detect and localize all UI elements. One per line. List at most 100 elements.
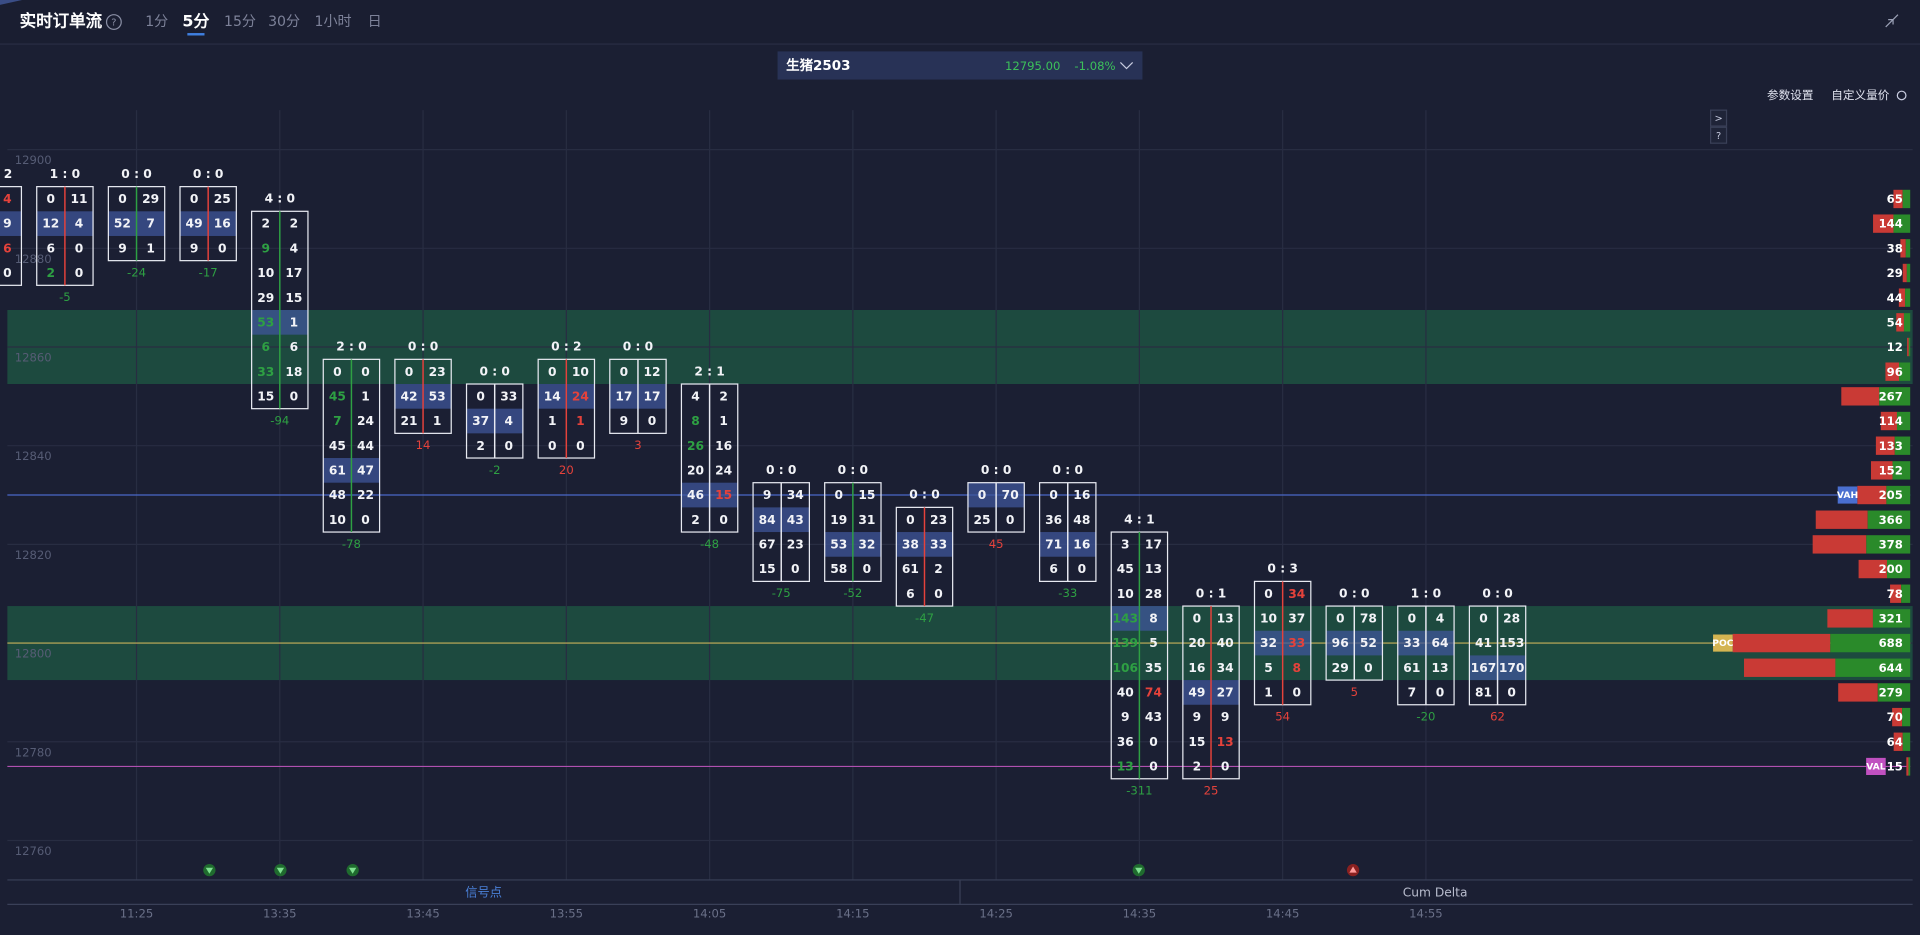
nav-label[interactable]: ? xyxy=(1716,131,1721,142)
footprint-candle: 0 33 37 4 2 0 0 : 0 -2 xyxy=(465,364,524,477)
interval-tab[interactable]: 1小时 xyxy=(315,14,352,30)
interval-tab[interactable]: 15分 xyxy=(224,14,256,30)
y-tick-label: 12840 xyxy=(15,449,52,463)
bid-volume: 4 xyxy=(691,389,700,403)
profile-value: 152 xyxy=(1879,463,1903,477)
ask-volume: 16 xyxy=(1073,537,1090,551)
candle-header: 4 : 0 xyxy=(265,192,295,206)
ask-volume: 13 xyxy=(1145,562,1162,576)
bid-volume: 0 xyxy=(118,192,127,206)
ask-volume: 0 xyxy=(1006,513,1015,527)
profile-value: 96 xyxy=(1887,365,1903,379)
nav-button[interactable] xyxy=(1710,126,1728,144)
bid-volume: 53 xyxy=(830,537,847,551)
profile-value: 12 xyxy=(1887,340,1903,354)
bid-volume: 9 xyxy=(1121,710,1130,724)
candle-delta: -75 xyxy=(772,586,791,600)
signals xyxy=(203,864,1360,877)
x-tick-label: 13:55 xyxy=(550,907,583,921)
bid-volume: 45 xyxy=(329,389,346,403)
profile-bar-sell xyxy=(1875,436,1895,455)
bid-volume: 67 xyxy=(759,537,776,551)
instrument-name[interactable]: 生猪2503 xyxy=(786,57,850,74)
candle-delta: 3 xyxy=(634,438,641,452)
profile-bar-buy xyxy=(1902,189,1911,209)
panel-label[interactable]: 信号点 xyxy=(465,885,502,899)
profile-bar-buy xyxy=(1830,633,1911,653)
interval-tab[interactable]: 1分 xyxy=(145,14,168,30)
ask-volume: 8 xyxy=(1292,661,1301,675)
profile-bar-buy xyxy=(1866,535,1911,554)
profile-bar-buy xyxy=(1905,239,1911,258)
ask-volume: 48 xyxy=(1073,513,1090,527)
candle-delta: -94 xyxy=(270,413,289,427)
ask-volume: 15 xyxy=(285,291,302,305)
candle-delta: -311 xyxy=(1126,784,1152,798)
profile-bar-sell xyxy=(1896,313,1904,332)
bid-volume: 61 xyxy=(902,562,919,576)
bid-volume: 15 xyxy=(759,562,776,576)
profile-value: 321 xyxy=(1879,612,1903,626)
candle-header: 0 : 0 xyxy=(1339,586,1369,600)
profile-bar-sell xyxy=(1732,633,1831,653)
ask-volume: 0 xyxy=(863,562,872,576)
ask-volume: 0 xyxy=(361,365,370,379)
candle-header: 0 : 0 xyxy=(121,167,151,181)
bid-volume: 36 xyxy=(1045,513,1062,527)
profile-bar-buy xyxy=(1886,559,1911,579)
interval-tab[interactable]: 30分 xyxy=(268,14,300,30)
bid-volume: 14 xyxy=(544,389,561,403)
bid-volume: 0 xyxy=(405,365,414,379)
ask-volume: 27 xyxy=(1217,686,1234,700)
ask-volume: 5 xyxy=(1149,636,1158,650)
ask-volume: 15 xyxy=(715,488,732,502)
instrument-box[interactable] xyxy=(777,51,1143,80)
panel-label[interactable]: Cum Delta xyxy=(1403,885,1468,899)
candle-delta: 54 xyxy=(1275,709,1290,723)
tab-underline xyxy=(187,33,205,36)
ask-volume: 23 xyxy=(429,365,446,379)
ask-volume: 70 xyxy=(1002,488,1019,502)
footprint-candle: 0 0 45 1 7 24 45 44 61 47 48 22 10 0 2 : 0 -78 xyxy=(322,340,381,551)
settings-button[interactable]: 参数设置 xyxy=(1767,88,1813,102)
footprint-candle: 0 23 42 53 21 1 0 : 0 14 xyxy=(394,340,452,452)
help-icon[interactable] xyxy=(105,14,122,30)
profile-bar-buy xyxy=(1902,707,1911,727)
custom-price-button[interactable]: 自定义量价 xyxy=(1831,88,1889,102)
profile-bar-buy xyxy=(1899,362,1911,381)
profile-bar-sell xyxy=(1898,288,1906,307)
profile-bar-sell xyxy=(1873,214,1894,233)
interval-tab[interactable]: 日 xyxy=(368,14,382,30)
nav-button[interactable] xyxy=(1710,109,1728,127)
ask-volume: 0 xyxy=(1149,735,1158,749)
bid-volume: 15 xyxy=(257,389,274,403)
profile-bar-sell xyxy=(1827,609,1873,628)
vah-tag xyxy=(1837,486,1858,504)
ask-volume: 6 xyxy=(3,241,12,255)
profile-bar-buy xyxy=(1867,510,1911,529)
candle-header: 0 : 0 xyxy=(408,340,438,354)
instrument-chevron[interactable] xyxy=(1119,61,1134,70)
bid-volume: 2 xyxy=(47,266,56,280)
ask-volume: 0 xyxy=(1436,686,1445,700)
bid-volume: 9 xyxy=(620,414,629,428)
interval-tab[interactable]: 5分 xyxy=(182,12,209,31)
candle-header: 0 : 0 xyxy=(909,488,939,502)
profile-bar-sell xyxy=(1857,485,1887,505)
profile-bar-buy xyxy=(1908,337,1911,357)
bid-volume: 96 xyxy=(1332,636,1349,650)
ask-volume: 25 xyxy=(214,192,231,206)
candle-delta: 20 xyxy=(559,463,574,477)
bid-volume: 167 xyxy=(1471,661,1497,675)
signal-arrow xyxy=(205,867,214,874)
profile-bar-sell xyxy=(1907,337,1909,357)
profile-bar-sell xyxy=(1906,757,1909,776)
bid-volume: 71 xyxy=(1045,537,1062,551)
footprint-candle: 0 12 17 17 9 0 0 : 0 3 xyxy=(609,340,667,452)
bid-volume: 36 xyxy=(1117,735,1134,749)
ask-volume: 0 xyxy=(1221,760,1230,774)
ask-volume: 0 xyxy=(1292,686,1301,700)
nav-label[interactable]: > xyxy=(1714,114,1722,125)
collapse-icon[interactable] xyxy=(1885,14,1899,28)
bid-volume: 0 xyxy=(1336,612,1345,626)
